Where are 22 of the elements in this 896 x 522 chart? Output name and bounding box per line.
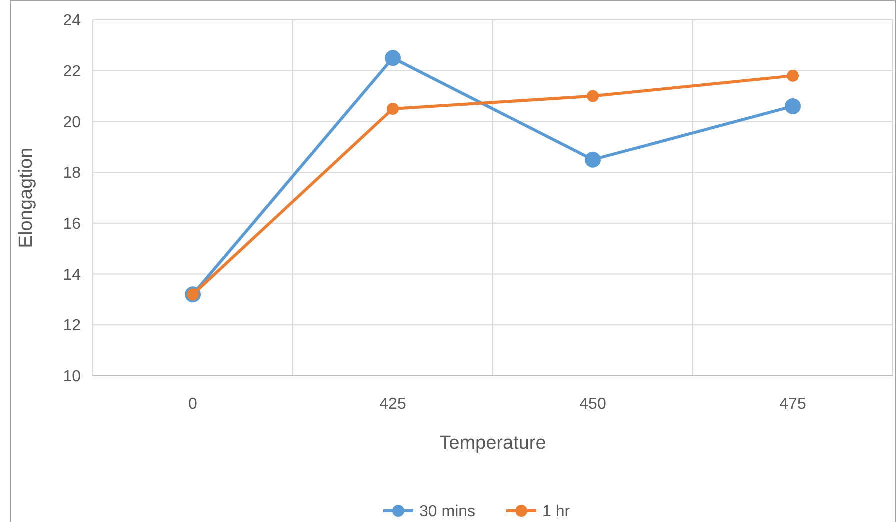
y-tick-label: 12 [63,318,82,335]
point [587,90,599,102]
x-tick-label: 0 [188,396,198,413]
point [787,70,799,82]
point [387,103,399,115]
y-axis-title: Elongagtion [16,148,37,248]
y-tick-label: 18 [63,165,82,182]
point [385,50,401,66]
x-axis-title: Temperature [440,433,546,454]
y-tick-label: 22 [63,63,82,80]
legend-label: 1 hr [542,504,571,521]
x-tick-label: 425 [380,396,406,413]
y-tick-label: 16 [63,216,82,234]
x-tick-label: 475 [780,396,806,413]
y-tick-label: 24 [63,12,82,30]
legend-label: 30 mins [420,504,476,521]
x-tick-label: 450 [580,396,606,413]
y-tick-label: 10 [63,368,82,386]
point [585,152,601,168]
y-tick-label: 20 [63,114,82,132]
y-tick-label: 14 [63,266,82,284]
point [785,98,801,114]
